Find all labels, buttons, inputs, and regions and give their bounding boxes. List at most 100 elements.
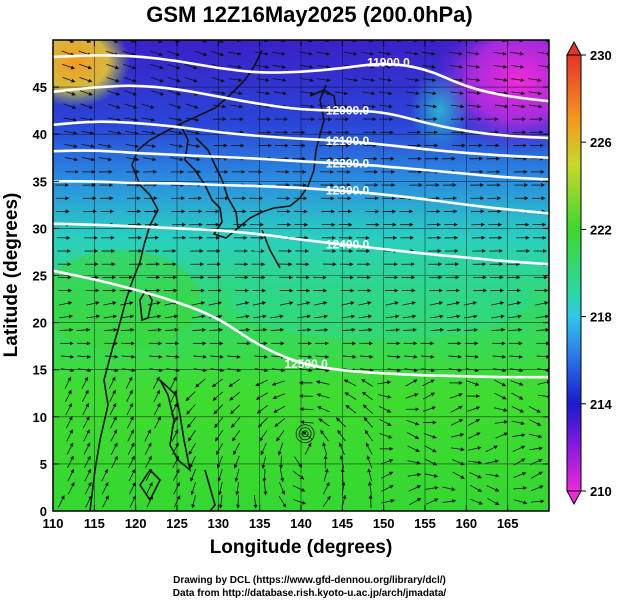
contour-line [53, 54, 549, 103]
wind-arrow [276, 430, 285, 442]
wind-arrow [465, 354, 479, 359]
wind-arrow [185, 391, 196, 402]
x-tick-label: 160 [455, 516, 477, 531]
wind-arrow [406, 104, 421, 109]
wind-arrow [146, 481, 153, 495]
wind-arrow [62, 63, 76, 70]
wind-arrow [80, 117, 94, 122]
wind-arrow [299, 64, 314, 69]
wind-arrow [491, 327, 506, 332]
wind-arrow [229, 91, 243, 96]
wind-arrow [387, 354, 401, 359]
wind-arrow [493, 64, 508, 69]
wind-arrow [218, 481, 223, 496]
wind-arrow [334, 91, 349, 96]
wind-arrow [148, 327, 162, 332]
wind-arrow [364, 429, 373, 442]
wind-arrow [272, 393, 286, 400]
wind-arrow [407, 460, 421, 465]
wind-arrow [292, 485, 306, 492]
wind-arrow [168, 90, 182, 96]
wind-arrow [228, 78, 243, 83]
wind-arrow [272, 64, 287, 69]
wind-arrow [120, 327, 135, 332]
wind-arrow [109, 402, 117, 416]
wind-arrow [256, 78, 270, 83]
wind-arrow [126, 389, 133, 403]
wind-arrow [235, 481, 240, 496]
wind-arrow [323, 468, 329, 482]
wind-arrow [511, 104, 526, 109]
wind-arrow [195, 378, 206, 388]
wind-arrow [259, 430, 268, 442]
x-tick-label: 120 [125, 516, 147, 531]
wind-arrow [101, 468, 108, 482]
wind-arrow [408, 485, 422, 492]
wind-arrow [277, 442, 284, 456]
wind-arrow [81, 157, 96, 162]
wind-arrow [466, 380, 480, 386]
wind-arrow [80, 130, 95, 135]
wind-arrow [467, 104, 482, 109]
wind-arrow [361, 391, 373, 401]
wind-arrow [227, 354, 241, 359]
contour-label: 12000.0 [326, 104, 370, 118]
wind-arrow [79, 77, 93, 83]
wind-arrow [402, 314, 417, 319]
wind-arrow [231, 417, 241, 428]
wind-arrow [191, 301, 206, 306]
wind-arrow [84, 468, 91, 482]
wind-arrow [279, 468, 285, 483]
x-axis-label: Longitude (degrees) [209, 537, 393, 558]
wind-arrow [77, 354, 92, 359]
wind-arrow [315, 380, 330, 385]
wind-arrow [127, 442, 135, 455]
colorbar-tick-label: 230 [590, 48, 612, 63]
wind-arrow [128, 468, 136, 482]
wind-arrow [494, 407, 508, 412]
wind-arrow [145, 455, 152, 469]
contour-label: 12200.0 [326, 156, 370, 170]
wind-arrow [168, 117, 183, 122]
wind-arrow [166, 50, 181, 57]
wind-arrow [64, 157, 79, 162]
wind-arrow [422, 379, 435, 387]
y-tick-label: 35 [33, 174, 47, 189]
wind-arrow [86, 314, 101, 319]
wind-arrow [485, 445, 498, 453]
x-tick-label: 115 [84, 516, 105, 531]
wind-arrow [450, 104, 465, 109]
y-tick-label: 0 [40, 504, 47, 519]
wind-arrow [76, 327, 91, 332]
wind-arrow [151, 90, 165, 96]
wind-arrow [446, 301, 461, 306]
wind-arrow [272, 51, 286, 56]
wind-arrow [150, 63, 164, 70]
wind-arrow [127, 429, 134, 442]
wind-arrow [126, 402, 134, 416]
wind-arrow [424, 445, 437, 453]
wind-arrow [511, 406, 525, 413]
wind-arrow [123, 63, 137, 70]
wind-arrow [190, 482, 196, 496]
wind-arrow [81, 143, 95, 149]
wind-arrow [150, 77, 164, 83]
wind-arrow [530, 485, 544, 492]
wind-arrow [386, 327, 400, 332]
wind-arrow [127, 40, 136, 43]
wind-arrow [129, 495, 137, 508]
wind-arrow [227, 51, 242, 56]
wind-arrow [190, 469, 196, 482]
wind-arrow [344, 392, 357, 400]
wind-arrow [342, 327, 356, 332]
wind-arrow [229, 391, 241, 401]
wind-arrow [192, 327, 207, 332]
wind-arrow [407, 472, 422, 477]
x-tick-label: 125 [166, 516, 188, 531]
wind-arrow [61, 50, 75, 57]
y-tick-label: 10 [33, 410, 47, 425]
wind-arrow [111, 455, 118, 469]
y-tick-label: 20 [33, 316, 47, 331]
wind-arrow [423, 104, 438, 109]
wind-arrow [495, 432, 509, 439]
